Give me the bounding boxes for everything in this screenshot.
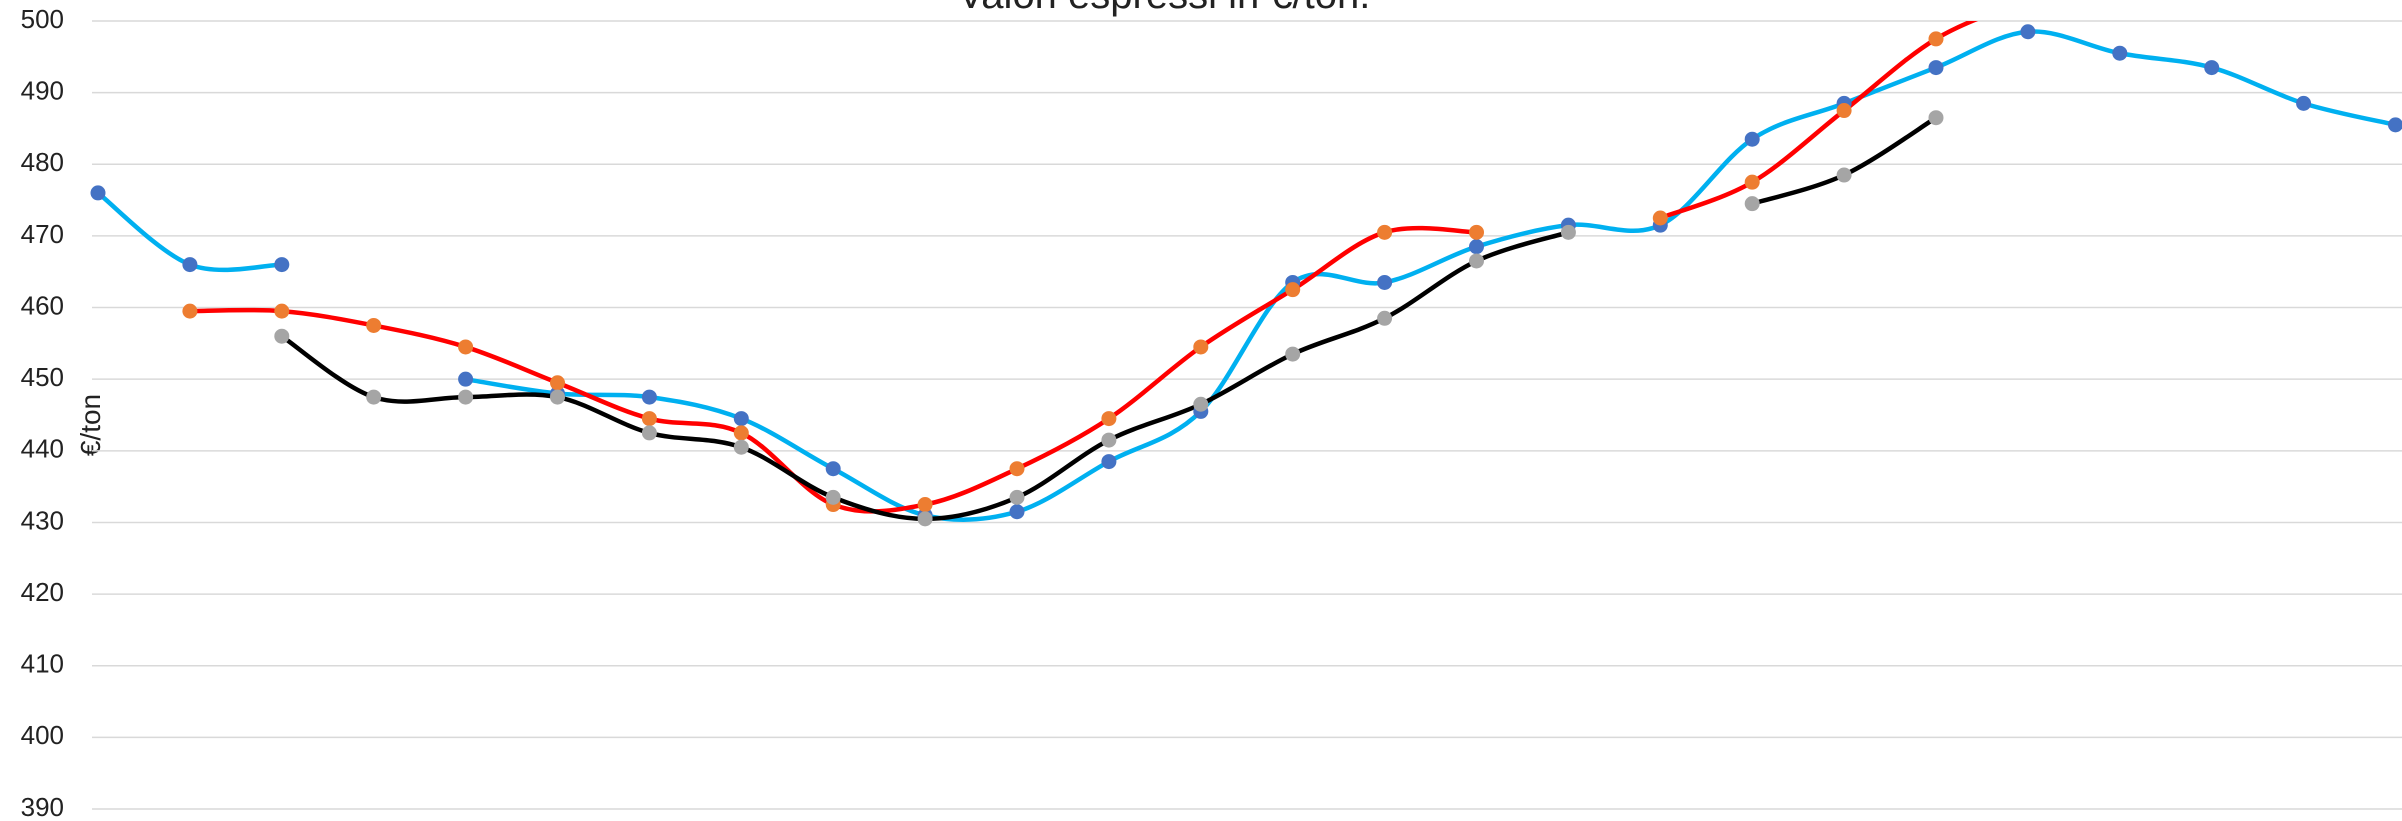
data-point	[2020, 24, 2036, 40]
data-point	[1193, 396, 1209, 412]
data-point	[1377, 224, 1393, 240]
series-line	[280, 230, 1570, 522]
data-point	[366, 389, 382, 405]
data-point	[1928, 60, 1944, 76]
data-point	[1652, 210, 1668, 226]
data-point	[1928, 110, 1944, 126]
data-point	[1928, 31, 1944, 47]
data-point	[458, 389, 474, 405]
data-point	[1836, 167, 1852, 183]
data-point	[825, 461, 841, 477]
data-point	[1560, 224, 1576, 240]
data-point	[1469, 253, 1484, 269]
data-point	[1285, 282, 1301, 298]
data-point	[1009, 489, 1025, 505]
y-tick-label: 390	[21, 792, 64, 821]
data-point	[733, 425, 749, 441]
data-point	[274, 303, 290, 319]
data-point	[274, 328, 290, 344]
data-point	[1101, 432, 1117, 448]
y-tick-label: 440	[21, 434, 64, 464]
data-point	[458, 371, 474, 387]
data-point	[641, 411, 657, 427]
data-point	[1469, 224, 1484, 240]
data-point	[2020, 0, 2035, 7]
data-point	[2112, 45, 2128, 61]
data-point	[458, 339, 474, 355]
data-point	[1744, 131, 1760, 147]
y-tick-label: 450	[21, 362, 64, 392]
y-tick-label: 490	[21, 76, 64, 106]
data-point	[1009, 461, 1025, 477]
data-point	[1377, 274, 1393, 290]
y-axis-label: €/ton	[75, 394, 106, 456]
data-point	[825, 489, 841, 505]
data-point	[2204, 60, 2220, 76]
data-point	[2388, 117, 2402, 133]
data-point	[641, 389, 657, 405]
data-point	[1193, 339, 1209, 355]
data-point	[917, 511, 933, 527]
data-point	[182, 257, 198, 273]
y-tick-label: 500	[21, 4, 64, 34]
data-point	[1836, 103, 1852, 119]
data-point	[550, 389, 565, 405]
y-tick-label: 420	[21, 577, 64, 607]
data-point	[550, 375, 565, 391]
y-tick-label: 410	[21, 649, 64, 679]
data-point	[90, 185, 106, 201]
y-tick-label: 460	[21, 290, 64, 320]
data-point	[1009, 504, 1025, 520]
y-tick-label: 400	[21, 720, 64, 750]
data-point	[274, 257, 290, 273]
data-point	[733, 411, 749, 427]
data-point	[1377, 310, 1393, 326]
data-point	[366, 317, 382, 333]
data-point	[2296, 95, 2312, 111]
data-point	[1744, 174, 1760, 190]
data-point	[1101, 411, 1117, 427]
y-tick-label: 430	[21, 505, 64, 535]
y-tick-label: 480	[21, 147, 64, 177]
data-point	[1285, 346, 1301, 362]
data-point	[182, 303, 198, 319]
series-line	[465, 29, 2397, 522]
data-point	[917, 497, 933, 513]
y-tick-label: 470	[21, 219, 64, 249]
data-point	[1469, 239, 1484, 255]
data-point	[1101, 454, 1117, 470]
chart-title: Valori espressi in €/ton.	[958, 0, 1371, 17]
data-point	[733, 439, 749, 455]
data-point	[1744, 196, 1760, 212]
data-point	[641, 425, 657, 441]
plot-area	[90, 0, 2402, 527]
